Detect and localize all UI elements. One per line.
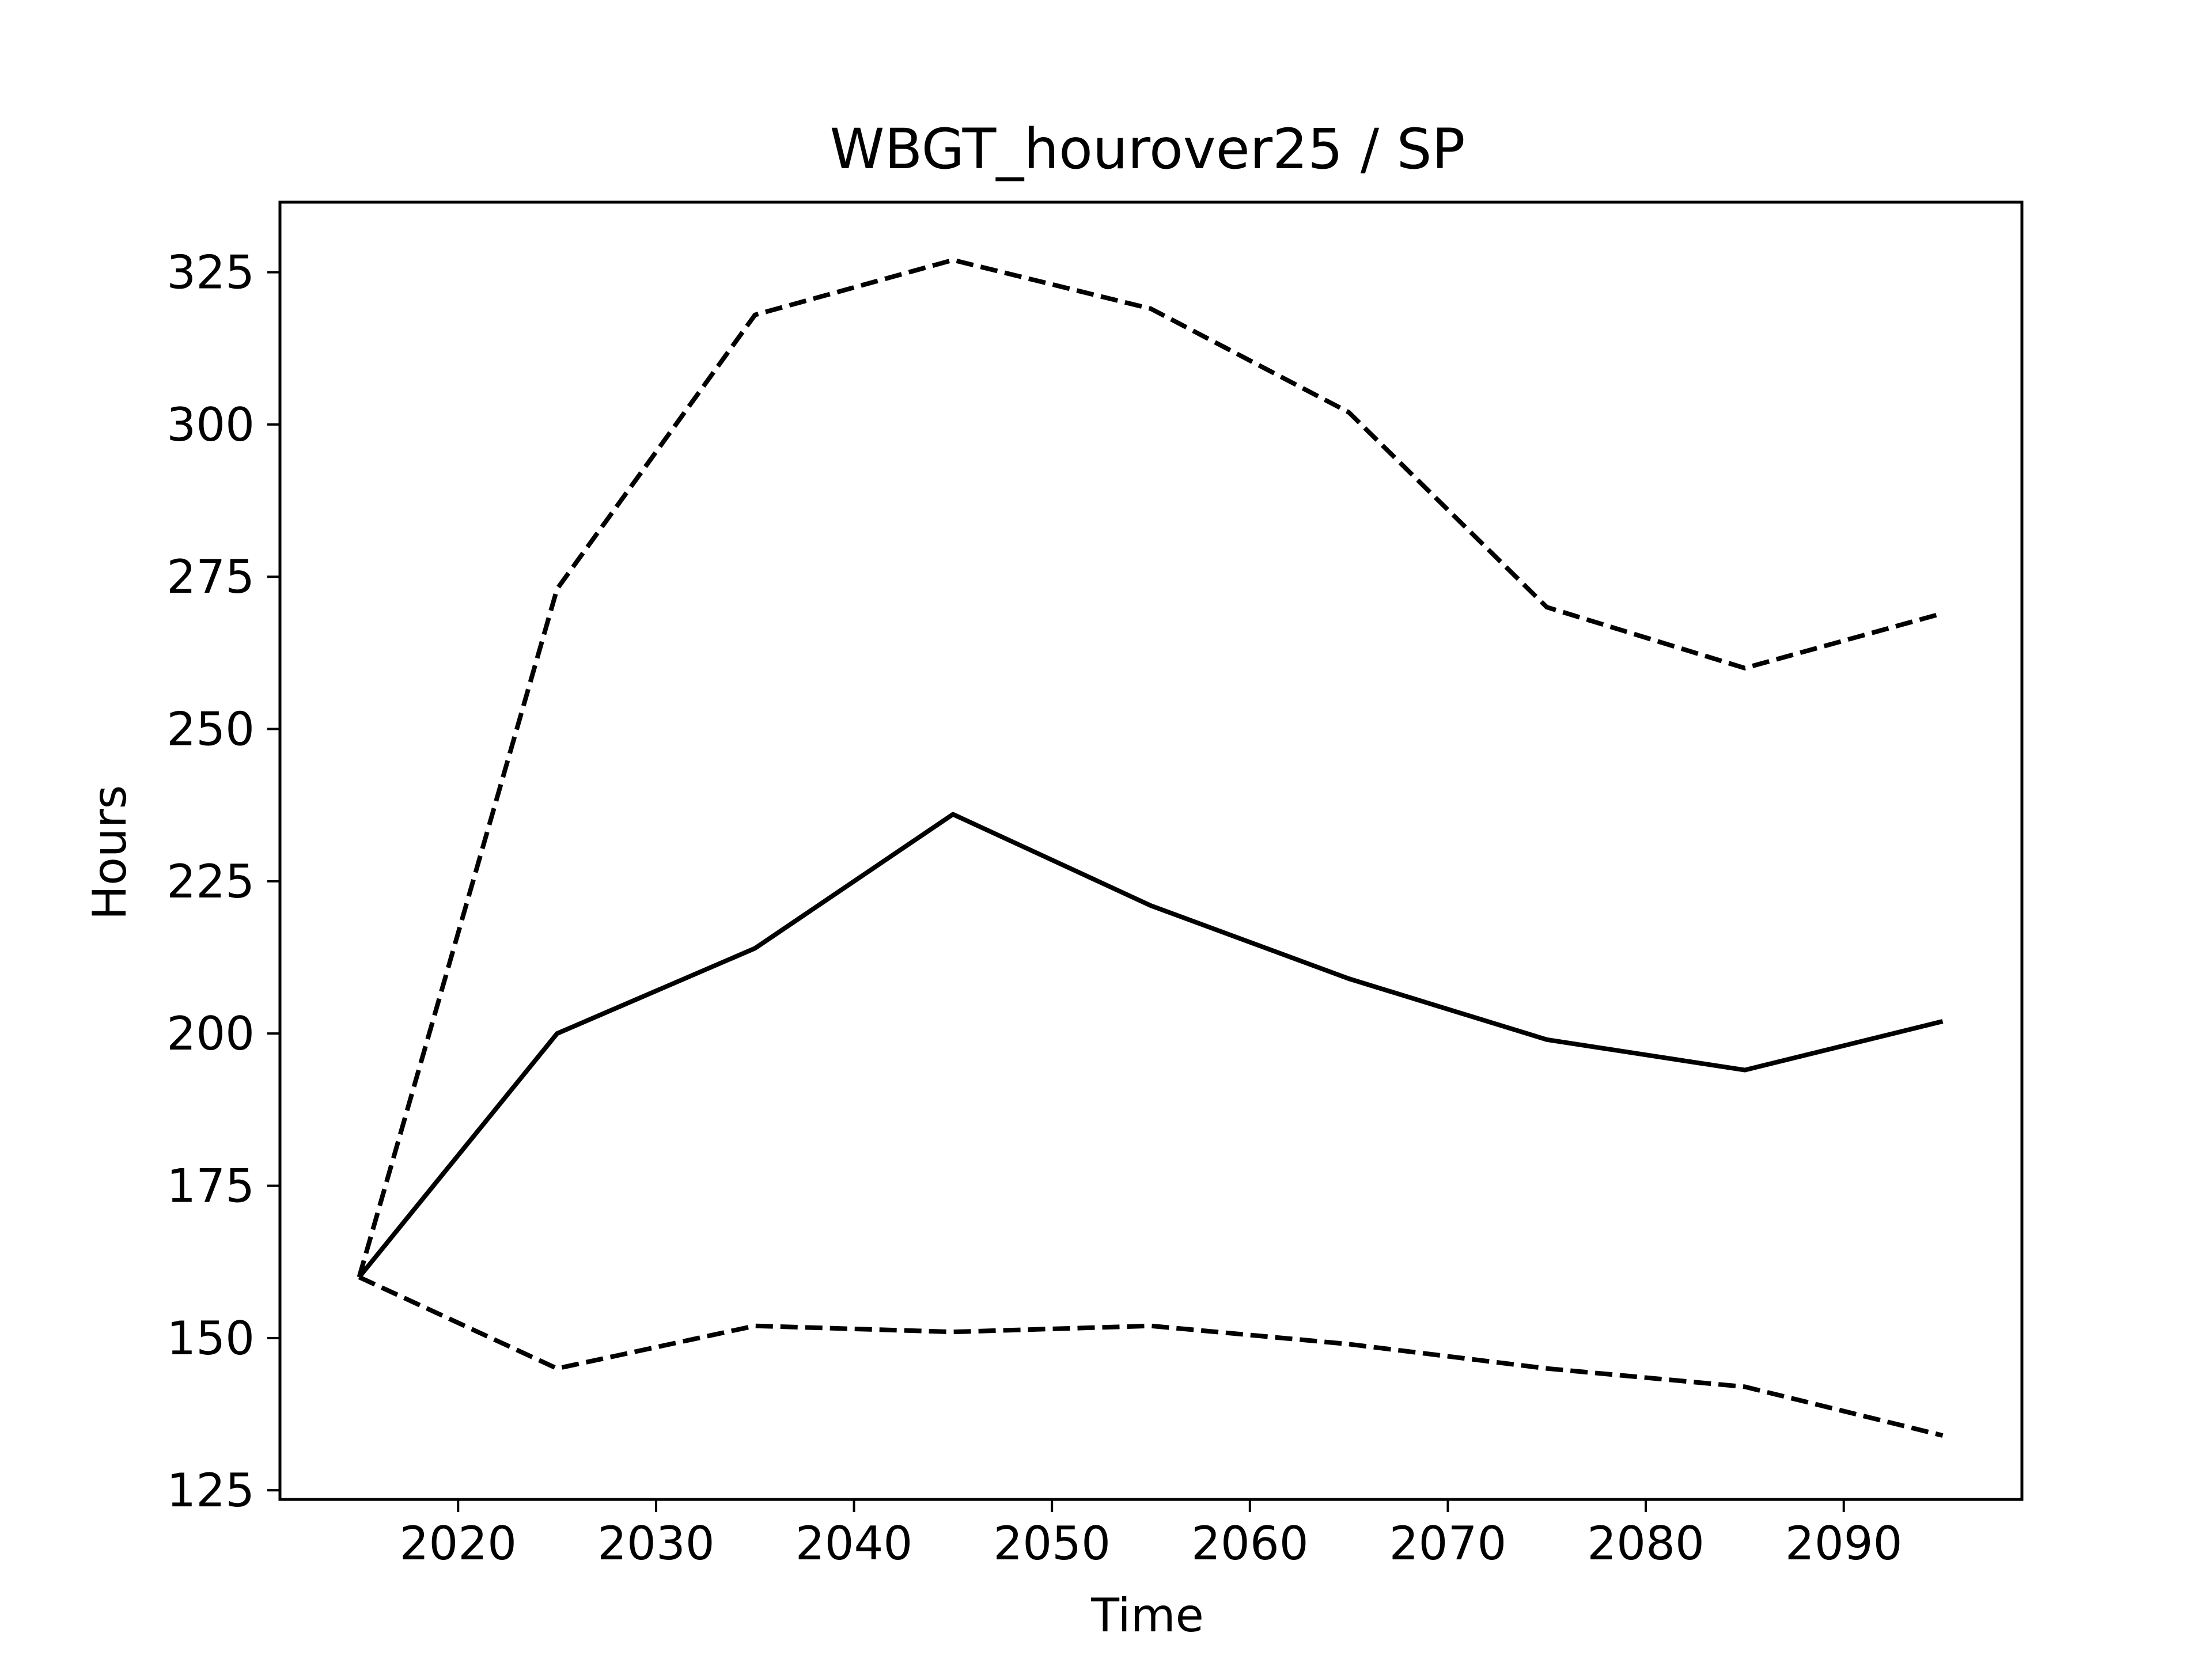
y-tick-label: 125 [166, 1464, 255, 1517]
y-axis: 125 150 175 200 225 250 275 300 325 [166, 246, 280, 1517]
plot-frame [278, 200, 2024, 1501]
x-tick-label: 2020 [399, 1517, 517, 1570]
y-tick-label: 225 [166, 855, 255, 908]
y-tick-label: 150 [166, 1312, 255, 1365]
series-layer [357, 257, 1944, 1438]
y-tick-label: 200 [166, 1007, 255, 1060]
x-tick-label: 2030 [597, 1517, 715, 1570]
x-tick-label: 2070 [1389, 1517, 1507, 1570]
x-tick-label: 2050 [993, 1517, 1111, 1570]
x-tick-label: 2060 [1191, 1517, 1309, 1570]
y-tick-label: 325 [166, 246, 255, 300]
y-axis-label: Hours [83, 785, 137, 920]
x-tick-label: 2040 [796, 1517, 913, 1570]
x-axis: 2020 2030 2040 2050 2060 2070 2080 2090 [399, 1499, 1903, 1570]
x-tick-label: 2090 [1785, 1517, 1903, 1570]
y-tick-label: 275 [166, 550, 255, 604]
y-tick-label: 175 [166, 1160, 255, 1213]
series-line-2-dashed [357, 257, 1944, 1278]
series-line-1-solid [357, 812, 1944, 1279]
y-tick-label: 250 [166, 703, 255, 756]
y-tick-label: 300 [166, 398, 255, 452]
x-axis-label: Time [1090, 1589, 1204, 1642]
x-tick-label: 2080 [1587, 1517, 1705, 1570]
series-line-3-dashed [358, 1275, 1944, 1438]
chart-title: WBGT_hourover25 / SP [830, 117, 1465, 181]
